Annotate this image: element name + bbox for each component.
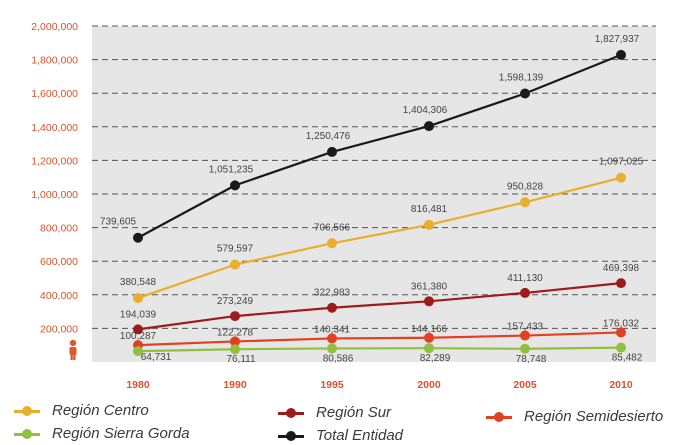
y-tick-label: 1,800,000	[31, 55, 78, 67]
data-point	[133, 293, 143, 304]
data-point	[520, 197, 530, 208]
data-point	[327, 302, 337, 313]
data-label: 78,748	[516, 354, 547, 365]
x-tick-label: 2000	[417, 379, 441, 391]
data-point	[520, 343, 530, 354]
data-label: 816,481	[411, 204, 448, 215]
person-icon	[69, 339, 77, 360]
data-point	[520, 88, 530, 99]
y-tick-label: 1,000,000	[31, 189, 78, 201]
data-label: 194,039	[120, 309, 157, 320]
series-region-semidesierto: 100,287 122,278 140,341 144,166 157,433 176,0…	[120, 318, 640, 351]
data-point	[133, 346, 143, 357]
x-tick-label: 1995	[320, 379, 344, 391]
data-label: 80,586	[323, 353, 354, 364]
data-label: 950,828	[507, 181, 544, 192]
data-label: 411,130	[507, 273, 543, 284]
data-point	[424, 296, 434, 307]
data-label: 579,597	[217, 244, 254, 255]
data-point	[616, 327, 626, 338]
data-label: 64,731	[141, 352, 172, 363]
series-line	[137, 176, 622, 300]
data-label: 469,398	[603, 263, 640, 274]
data-point	[424, 343, 434, 354]
y-tick-label: 800,000	[40, 223, 78, 235]
y-axis-ticks: 200,000 400,000 600,000 800,000 1,000,000 1,2…	[31, 21, 78, 335]
data-label: 1,827,937	[595, 34, 640, 45]
data-label: 1,598,139	[499, 73, 544, 84]
data-point	[616, 342, 626, 353]
data-label: 122,278	[217, 327, 254, 338]
y-tick-label: 1,600,000	[31, 88, 78, 100]
data-point	[520, 287, 530, 298]
data-point	[327, 238, 337, 249]
data-point	[616, 278, 626, 289]
data-label: 82,289	[420, 353, 451, 364]
data-label: 100,287	[120, 331, 157, 342]
series-line	[137, 282, 622, 331]
y-tick-label: 1,400,000	[31, 122, 78, 134]
series-line	[137, 53, 622, 239]
data-label: 380,548	[120, 277, 157, 288]
y-tick-label: 600,000	[40, 256, 78, 268]
x-tick-label: 2010	[609, 379, 633, 391]
x-tick-label: 1990	[223, 379, 247, 391]
y-tick-label: 2,000,000	[31, 21, 78, 33]
data-point	[230, 344, 240, 355]
data-point	[327, 146, 337, 157]
data-label: 1,404,306	[403, 105, 448, 116]
data-label: 157,433	[507, 322, 544, 333]
data-label: 739,605	[100, 217, 137, 228]
data-point	[230, 311, 240, 322]
data-point	[424, 121, 434, 132]
x-axis-ticks: 1980 1990 1995 2000 2005 2010	[126, 379, 633, 391]
data-label: 140,341	[314, 324, 351, 335]
data-point	[133, 324, 143, 335]
data-point	[230, 180, 240, 191]
data-point	[230, 259, 240, 270]
grid-lines	[92, 25, 656, 329]
data-point	[616, 172, 626, 183]
data-label: 361,380	[411, 281, 448, 292]
data-point	[133, 232, 143, 243]
data-point	[230, 336, 240, 347]
data-label: 322,983	[314, 288, 351, 299]
data-point	[327, 343, 337, 354]
data-label: 76,111	[226, 354, 256, 365]
data-label: 706,566	[314, 222, 351, 233]
y-tick-label: 400,000	[40, 290, 78, 302]
data-label: 144,166	[411, 324, 448, 335]
data-point	[424, 219, 434, 230]
series-region-sur: 194,039 273,249 322,983 361,380 411,130 469,3…	[120, 263, 640, 335]
data-point	[424, 332, 434, 343]
data-label: 85,482	[612, 353, 643, 364]
x-tick-label: 1980	[126, 379, 150, 391]
series-line	[137, 331, 622, 347]
series-group: 739,605 1,051,235 1,250,476 1,404,306 1,598,…	[100, 34, 644, 365]
series-total-entidad: 739,605 1,051,235 1,250,476 1,404,306 1,598,…	[100, 34, 640, 243]
data-label: 1,097,025	[599, 157, 644, 168]
data-label: 1,250,476	[306, 131, 351, 142]
series-region-sierra-gorda: 64,731 76,111 80,586 82,289 78,748 85,482	[133, 342, 643, 365]
data-point	[520, 330, 530, 341]
data-point	[327, 333, 337, 344]
data-label: 273,249	[217, 296, 254, 307]
y-tick-label: 1,200,000	[31, 155, 78, 167]
x-tick-label: 2005	[513, 379, 537, 391]
data-label: 176,032	[603, 318, 640, 329]
series-line	[137, 346, 622, 353]
data-label: 1,051,235	[209, 164, 254, 175]
series-region-centro: 380,548 579,597 706,566 816,481 950,828 1,097…	[120, 157, 644, 304]
data-point	[616, 49, 626, 60]
y-tick-label: 200,000	[40, 323, 78, 335]
